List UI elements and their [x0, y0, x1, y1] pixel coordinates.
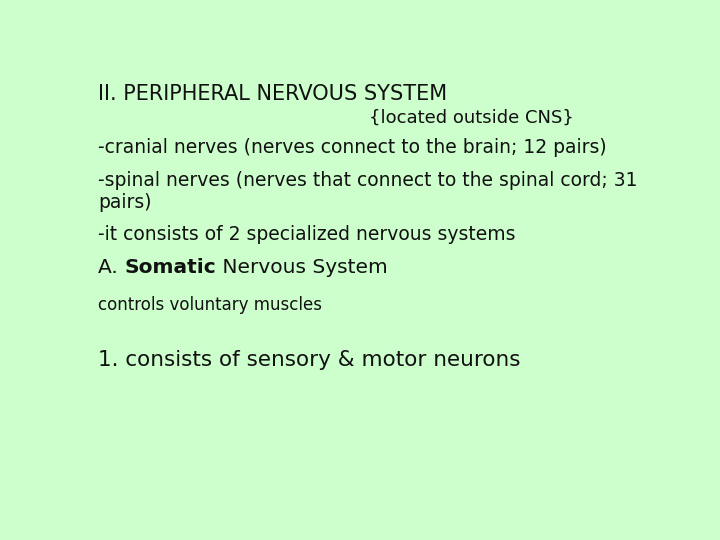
- Text: A.: A.: [99, 258, 125, 277]
- Text: {located outside CNS}: {located outside CNS}: [369, 109, 574, 126]
- Text: -it consists of 2 specialized nervous systems: -it consists of 2 specialized nervous sy…: [99, 225, 516, 244]
- Text: -cranial nerves (nerves connect to the brain; 12 pairs): -cranial nerves (nerves connect to the b…: [99, 138, 607, 157]
- Text: II. PERIPHERAL NERVOUS SYSTEM: II. PERIPHERAL NERVOUS SYSTEM: [99, 84, 448, 104]
- Text: Somatic: Somatic: [125, 258, 216, 277]
- Text: 1. consists of sensory & motor neurons: 1. consists of sensory & motor neurons: [99, 349, 521, 369]
- Text: -spinal nerves (nerves that connect to the spinal cord; 31
pairs): -spinal nerves (nerves that connect to t…: [99, 171, 638, 212]
- Text: controls voluntary muscles: controls voluntary muscles: [99, 295, 323, 314]
- Text: Nervous System: Nervous System: [216, 258, 388, 277]
